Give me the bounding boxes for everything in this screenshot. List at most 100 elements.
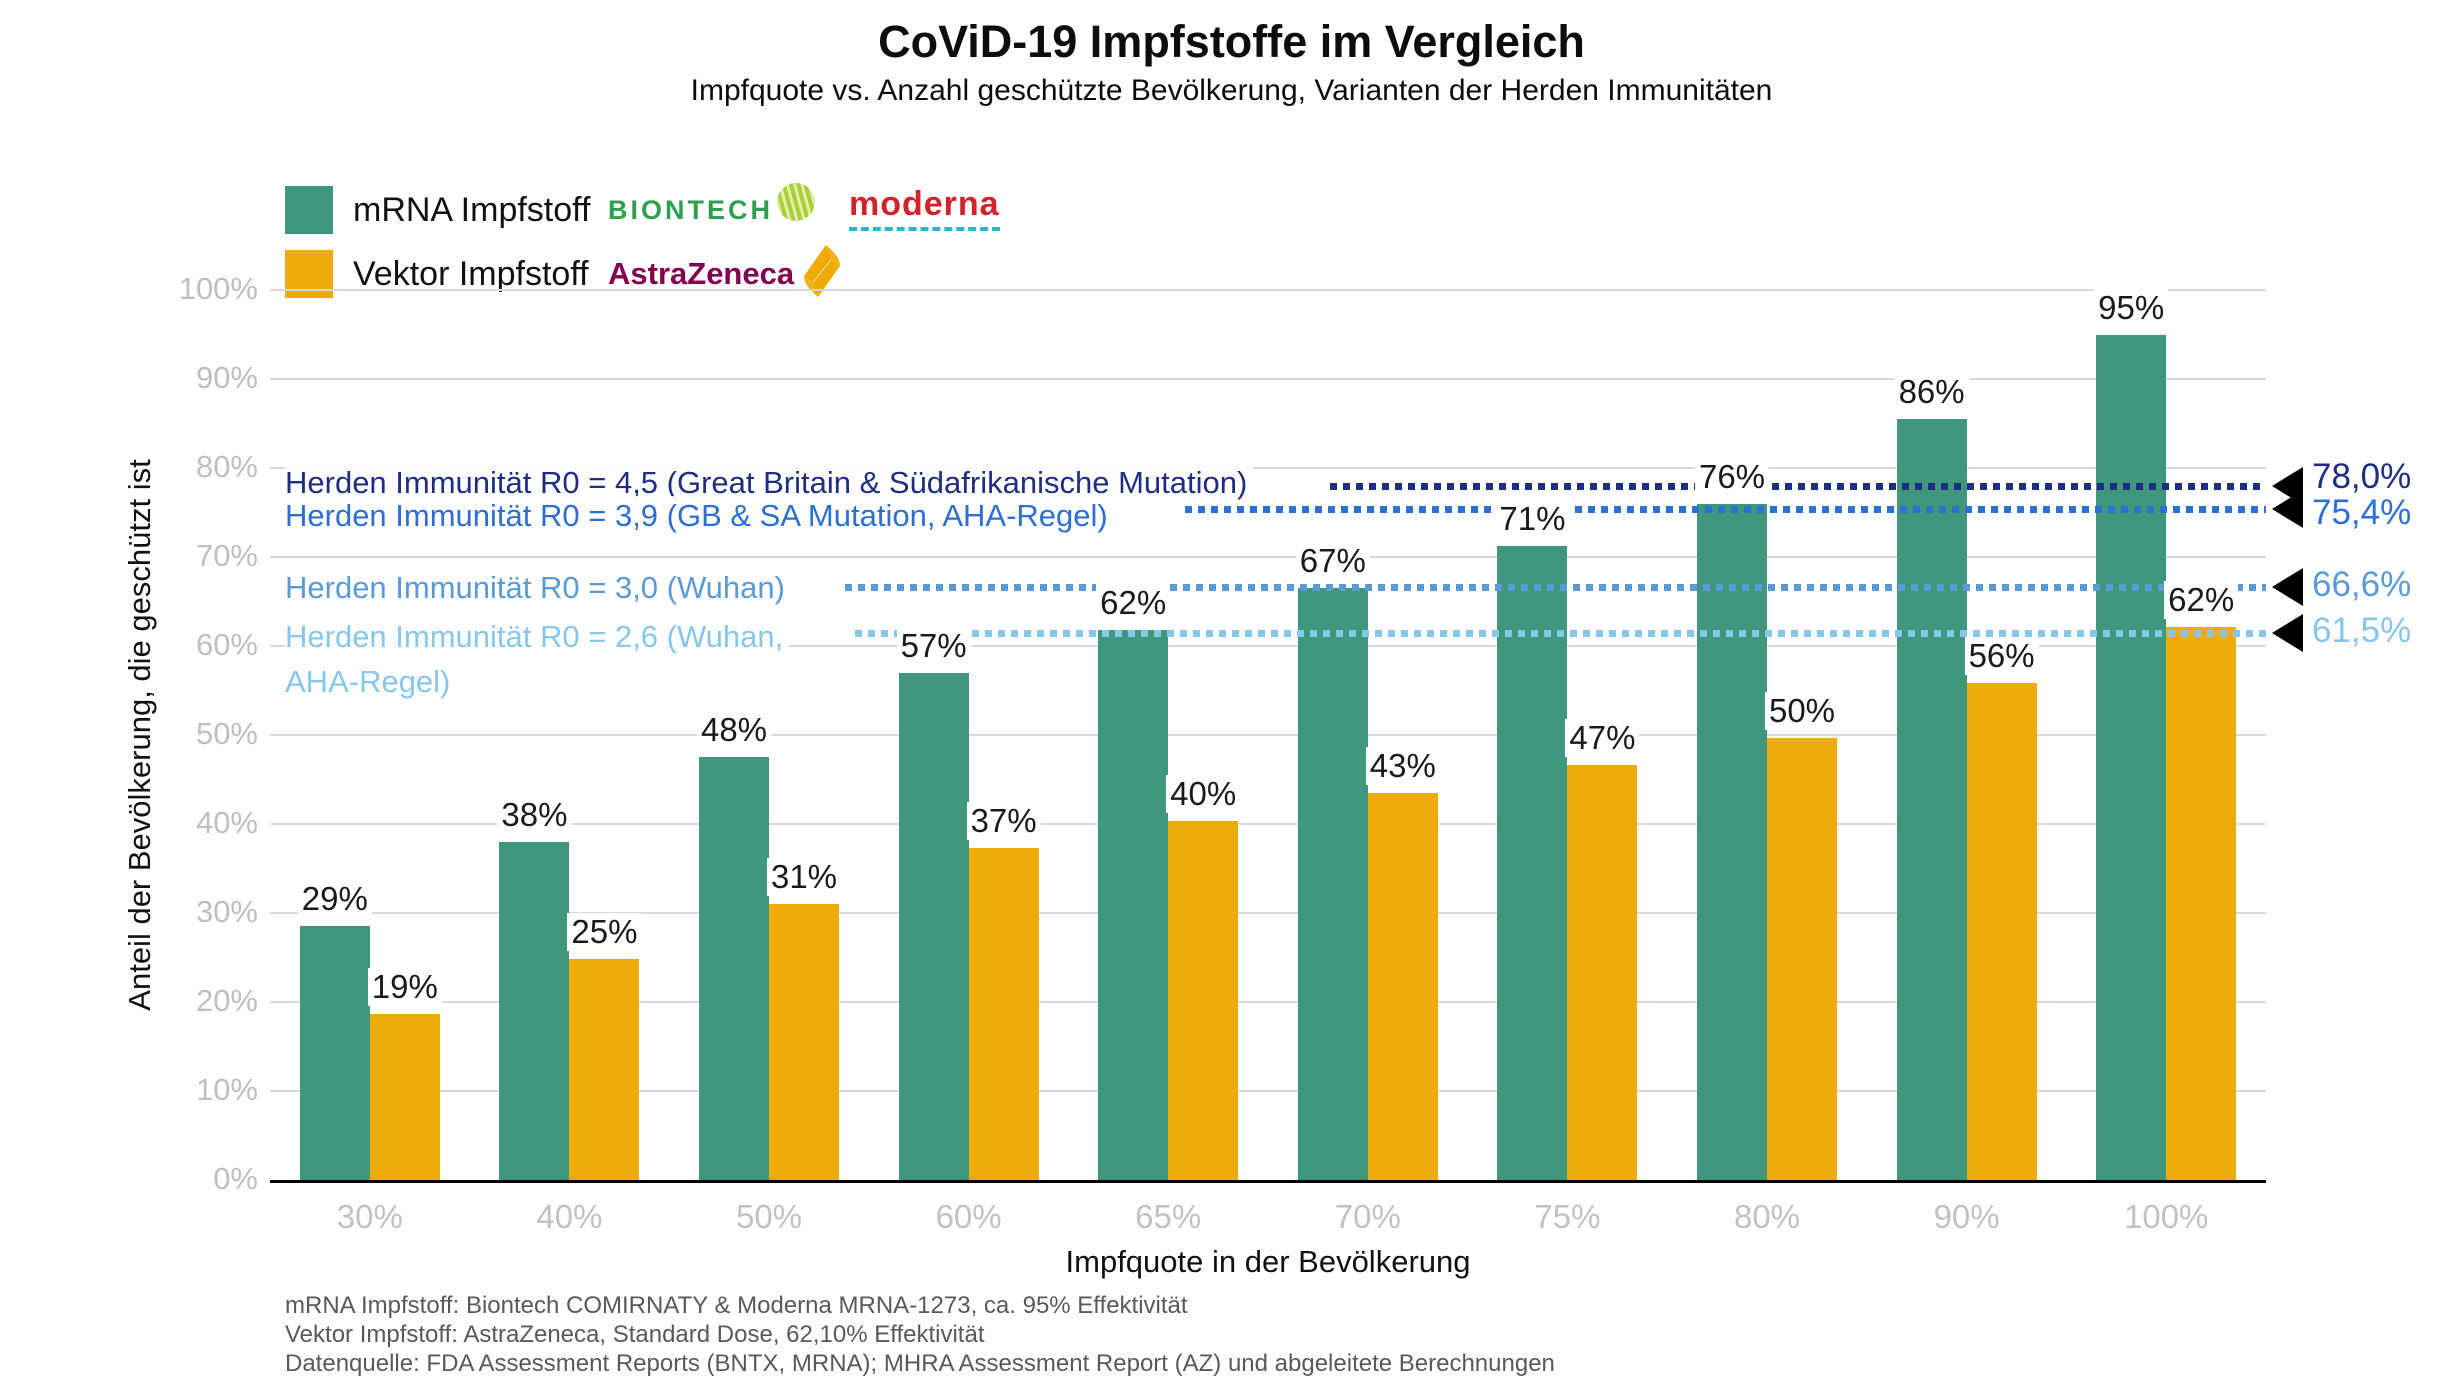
x-tick-label-40%: 40% xyxy=(536,1198,603,1235)
bar-mrna-80% xyxy=(1697,503,1767,1180)
herd-line-label-75.4: Herden Immunität R0 = 3,9 (GB & SA Mutat… xyxy=(285,496,1114,536)
annotation-triangle-icon-66.6 xyxy=(2272,568,2303,607)
bar-vektor-75% xyxy=(1567,765,1638,1180)
x-tick-label-70%: 70% xyxy=(1334,1198,1401,1235)
gridline-20 xyxy=(270,1001,2266,1003)
bar-label-mrna-40%: 38% xyxy=(497,795,572,834)
bar-label-vektor-75%: 47% xyxy=(1565,719,1640,758)
bar-label-mrna-90%: 86% xyxy=(1894,373,1969,412)
bar-label-vektor-65%: 40% xyxy=(1166,774,1241,813)
y-tick-label-80: 80% xyxy=(195,449,258,484)
legend-item-mrna: mRNA Impfstoff BIONTECH moderna xyxy=(285,183,1034,236)
footnote-vektor: Vektor Impfstoff: AstraZeneca, Standard … xyxy=(285,1321,985,1348)
y-tick-label-40: 40% xyxy=(195,805,258,840)
annotation-value-78: 78,0% xyxy=(2312,456,2412,496)
footnote-mrna: mRNA Impfstoff: Biontech COMIRNATY & Mod… xyxy=(285,1292,1188,1319)
bar-vektor-80% xyxy=(1767,737,1837,1180)
bar-mrna-50% xyxy=(699,757,769,1180)
bar-mrna-65% xyxy=(1098,630,1169,1180)
biontech-sphere-icon xyxy=(777,183,815,221)
gridline-30 xyxy=(270,912,2266,914)
bar-label-vektor-60%: 37% xyxy=(966,802,1041,841)
x-tick-label-30%: 30% xyxy=(336,1198,403,1235)
annotation-triangle-icon-75.4 xyxy=(2272,489,2303,528)
bar-vektor-100% xyxy=(2166,627,2237,1180)
bar-label-mrna-100%: 95% xyxy=(2094,288,2169,327)
bar-mrna-60% xyxy=(898,672,969,1180)
bar-label-vektor-50%: 31% xyxy=(766,857,842,896)
x-axis-title: Impfquote in der Bevölkerung xyxy=(1065,1244,1471,1279)
astrazeneca-swoosh-icon xyxy=(804,245,841,297)
bar-vektor-30% xyxy=(369,1014,440,1180)
bar-label-mrna-65%: 62% xyxy=(1096,584,1171,623)
gridline-80 xyxy=(270,467,2266,469)
bar-label-vektor-40%: 25% xyxy=(567,912,642,951)
biontech-logo: BIONTECH xyxy=(608,183,815,226)
bar-vektor-70% xyxy=(1367,793,1438,1180)
y-tick-label-10: 10% xyxy=(195,1072,258,1107)
legend-item-vektor: Vektor Impfstoff AstraZeneca xyxy=(285,245,882,300)
gridline-40 xyxy=(270,823,2266,825)
herd-line-label2-61.5: AHA-Regel) xyxy=(285,662,457,702)
annotation-value-66.6: 66,6% xyxy=(2312,565,2412,605)
bar-mrna-70% xyxy=(1297,588,1368,1180)
legend-swatch-mrna xyxy=(285,186,333,234)
x-tick-label-100%: 100% xyxy=(2123,1198,2209,1235)
bar-mrna-90% xyxy=(1896,419,1967,1180)
herd-line-label-61.5: Herden Immunität R0 = 2,6 (Wuhan, xyxy=(285,617,790,657)
page-subtitle: Impfquote vs. Anzahl geschützte Bevölker… xyxy=(690,74,1773,107)
x-tick-label-75%: 75% xyxy=(1534,1198,1601,1235)
bar-vektor-60% xyxy=(968,848,1039,1180)
bar-label-mrna-30%: 29% xyxy=(297,880,372,919)
annotation-value-75.4: 75,4% xyxy=(2312,492,2412,532)
herd-line-66.6 xyxy=(845,584,2266,592)
y-tick-label-50: 50% xyxy=(195,716,258,751)
herd-line-label-66.6: Herden Immunität R0 = 3,0 (Wuhan) xyxy=(285,568,791,608)
moderna-logo: moderna xyxy=(849,187,1000,231)
bar-label-vektor-30%: 19% xyxy=(367,968,442,1007)
gridline-100 xyxy=(270,289,2266,291)
x-tick-label-50%: 50% xyxy=(735,1198,803,1235)
bar-mrna-30% xyxy=(299,926,370,1180)
bar-label-mrna-50%: 48% xyxy=(696,711,772,750)
y-tick-label-0: 0% xyxy=(213,1161,258,1196)
astrazeneca-wordmark: AstraZeneca xyxy=(608,256,795,291)
astrazeneca-logo: AstraZeneca xyxy=(608,245,848,300)
y-tick-label-70: 70% xyxy=(195,538,258,573)
biontech-wordmark: BIONTECH xyxy=(608,194,773,225)
bar-vektor-40% xyxy=(569,958,640,1180)
herd-line-78 xyxy=(1330,482,2266,490)
x-tick-label-80%: 80% xyxy=(1733,1198,1801,1235)
x-tick-label-90%: 90% xyxy=(1933,1198,2000,1235)
legend-label-mrna: mRNA Impfstoff xyxy=(353,190,591,229)
y-tick-label-60: 60% xyxy=(195,627,258,662)
bar-label-mrna-80%: 76% xyxy=(1694,457,1770,496)
bar-label-mrna-70%: 67% xyxy=(1295,542,1370,581)
bar-vektor-65% xyxy=(1168,820,1239,1180)
gridline-60 xyxy=(270,645,2266,647)
annotation-value-61.5: 61,5% xyxy=(2312,610,2412,650)
footnote-source: Datenquelle: FDA Assessment Reports (BNT… xyxy=(285,1350,1555,1377)
gridline-50 xyxy=(270,734,2266,736)
y-tick-label-90: 90% xyxy=(195,360,258,395)
bar-mrna-40% xyxy=(499,841,570,1180)
bar-mrna-100% xyxy=(2096,334,2167,1180)
bar-label-mrna-60%: 57% xyxy=(896,626,971,665)
y-tick-label-30: 30% xyxy=(195,894,258,929)
bar-label-vektor-80%: 50% xyxy=(1764,691,1840,730)
gridline-90 xyxy=(270,378,2266,380)
x-tick-label-60%: 60% xyxy=(935,1198,1002,1235)
y-tick-label-20: 20% xyxy=(195,983,258,1018)
bar-vektor-50% xyxy=(769,903,839,1180)
moderna-wordmark: moderna xyxy=(849,187,1000,231)
x-axis-line xyxy=(270,1180,2266,1183)
bar-label-vektor-100%: 62% xyxy=(2164,581,2239,620)
herd-line-61.5 xyxy=(855,629,2266,637)
bar-vektor-90% xyxy=(1966,682,2037,1180)
page-title: CoViD-19 Impfstoffe im Vergleich xyxy=(878,16,1585,67)
bar-label-mrna-75%: 71% xyxy=(1495,499,1570,538)
gridline-70 xyxy=(270,556,2266,558)
gridline-10 xyxy=(270,1090,2266,1092)
